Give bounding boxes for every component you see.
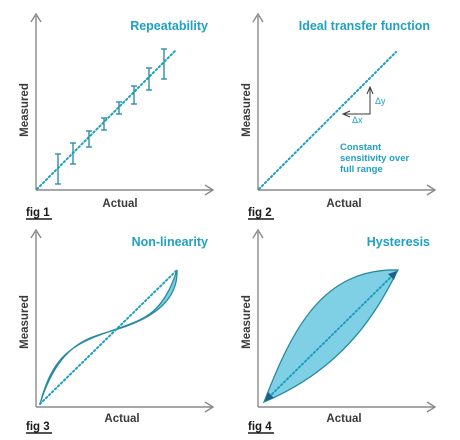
panel-title: Hysteresis [367, 235, 430, 249]
error-bar [70, 142, 76, 165]
panel-hysteresis: Hysteresis Measured Actual fig 4 [241, 228, 437, 434]
error-bar [101, 117, 107, 131]
note-line-3: full range [340, 164, 383, 175]
error-bar [55, 153, 61, 185]
y-axis-label: Measured [241, 83, 253, 137]
arrow-up-right-icon [388, 271, 397, 280]
delta-x-label: Δx [352, 115, 363, 125]
error-bars [55, 48, 167, 185]
figure-label: fig 2 [248, 207, 272, 219]
figure-label: fig 4 [248, 421, 272, 433]
x-axis-arrow-icon [204, 184, 215, 196]
x-axis-arrow-icon [204, 401, 215, 413]
y-axis-label: Measured [19, 83, 31, 137]
panel-title: Ideal transfer function [299, 19, 430, 33]
y-axis-arrow-icon [252, 12, 264, 23]
note-line-2: sensitivity over [340, 153, 409, 164]
y-axis-arrow-icon [30, 228, 42, 239]
y-axis-arrow-icon [252, 228, 264, 239]
panel-title: Non-linearity [132, 235, 208, 249]
delta-y-label: Δy [375, 96, 386, 106]
y-axis-label: Measured [241, 295, 253, 349]
error-bar [86, 130, 92, 148]
error-bar [146, 67, 152, 91]
figure-label: fig 3 [26, 421, 50, 433]
note-line-1: Constant [340, 142, 382, 153]
panel-repeatability: Repeatability Measured Actual fig 1 [19, 12, 215, 220]
y-axis-label: Measured [19, 295, 31, 349]
x-axis-arrow-icon [426, 401, 437, 413]
panel-non-linearity: Non-linearity Measured Actual fig 3 [19, 228, 215, 434]
x-axis-arrow-icon [426, 184, 437, 196]
delta-x-arrow-icon [341, 110, 351, 118]
slope-triangle [343, 87, 371, 115]
panel-title: Repeatability [130, 19, 208, 33]
error-bar [161, 48, 167, 80]
non-linearity-band [39, 269, 178, 405]
ideal-line [39, 269, 178, 405]
x-axis-label: Actual [104, 413, 139, 425]
error-bar [131, 85, 137, 105]
arrow-down-left-icon [265, 392, 274, 401]
error-bar [116, 101, 122, 115]
ideal-line [36, 49, 177, 190]
x-axis-label: Actual [326, 413, 361, 425]
y-axis-arrow-icon [30, 12, 42, 23]
ideal-line [265, 271, 397, 401]
x-axis-label: Actual [326, 198, 361, 210]
ideal-line [258, 51, 397, 190]
panel-ideal-transfer-function: Ideal transfer function Measured Actual … [241, 12, 437, 220]
delta-y-arrow-icon [366, 85, 374, 95]
figure-label: fig 1 [26, 207, 50, 219]
x-axis-label: Actual [102, 198, 137, 210]
